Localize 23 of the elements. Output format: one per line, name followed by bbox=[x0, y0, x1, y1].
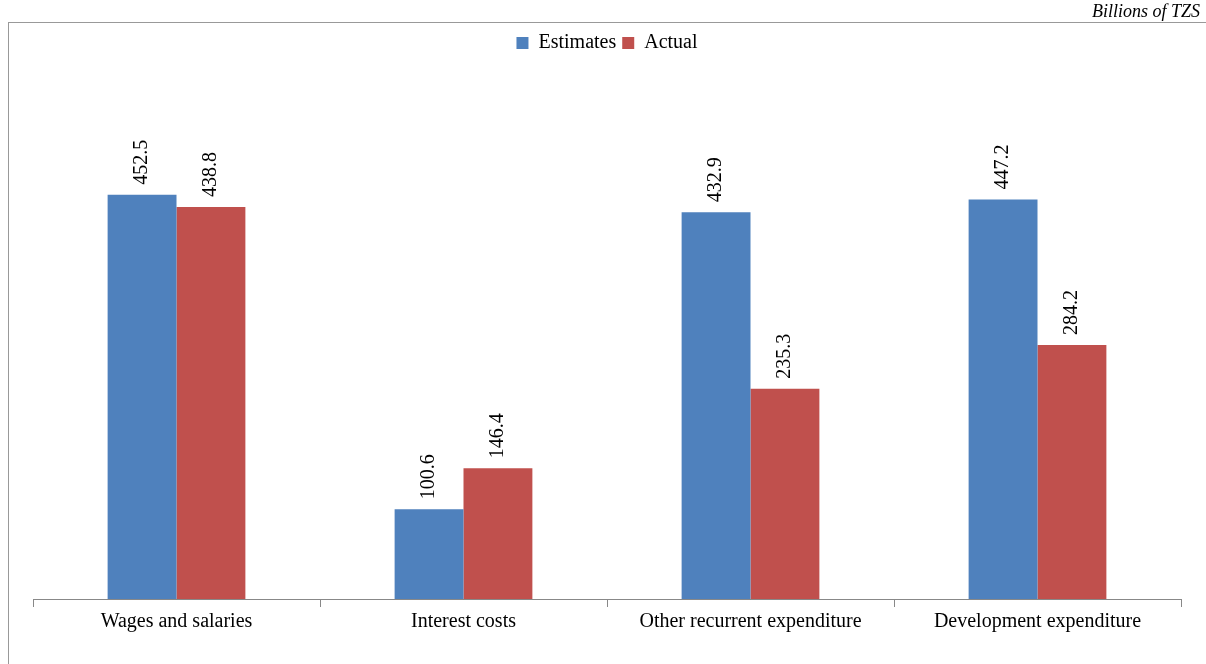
x-tick-label: Wages and salaries bbox=[100, 609, 253, 633]
bar bbox=[107, 194, 177, 599]
legend-label: Actual bbox=[644, 30, 698, 53]
bar bbox=[394, 509, 464, 599]
data-label: 100.6 bbox=[416, 454, 439, 500]
bar bbox=[968, 199, 1038, 599]
data-label: 438.8 bbox=[198, 152, 221, 198]
data-label: 146.4 bbox=[485, 413, 508, 459]
bar bbox=[1037, 345, 1107, 599]
bar bbox=[176, 207, 246, 599]
bar bbox=[463, 468, 533, 599]
data-label: 235.3 bbox=[772, 333, 795, 379]
bar bbox=[750, 388, 820, 599]
legend-label: Estimates bbox=[538, 30, 617, 53]
data-label: 432.9 bbox=[703, 157, 726, 203]
bar bbox=[681, 212, 751, 599]
x-tick-label: Development expenditure bbox=[933, 609, 1142, 633]
data-label: 284.2 bbox=[1059, 290, 1082, 336]
data-label: 452.5 bbox=[129, 139, 152, 185]
x-tick-label: Interest costs bbox=[411, 609, 517, 632]
data-label: 447.2 bbox=[990, 144, 1013, 190]
x-tick-label: Other recurrent expenditure bbox=[639, 609, 862, 633]
chart-subtitle: Billions of TZS bbox=[1090, 0, 1201, 22]
